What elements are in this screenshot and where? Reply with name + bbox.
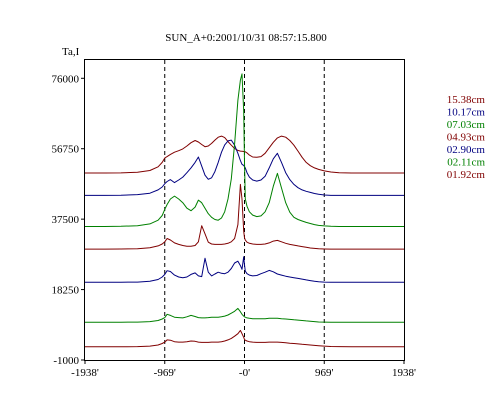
- y-axis-ticks: 76000 56750 37500 18250 -1000: [52, 73, 85, 367]
- y-tick-label-4: -1000: [53, 355, 79, 367]
- vertical-dashed-lines: [164, 60, 325, 360]
- series-line-5: [85, 307, 404, 323]
- legend-item-4: 02.90cm: [447, 144, 486, 156]
- legend-item-5: 02.11cm: [447, 157, 485, 169]
- series-line-0: [85, 135, 404, 174]
- x-tick-label-4: 1938': [392, 367, 416, 379]
- y-tick-label-3: 18250: [52, 285, 80, 297]
- legend: 15.38cm10.17cm07.03cm04.93cm02.90cm02.11…: [447, 94, 486, 181]
- x-tick-label-2: -0': [239, 367, 250, 379]
- legend-item-2: 07.03cm: [447, 119, 486, 131]
- legend-item-0: 15.38cm: [447, 94, 486, 106]
- series-lines: [85, 73, 404, 348]
- series-line-4: [85, 256, 404, 283]
- series-line-2: [85, 73, 404, 227]
- legend-item-1: 10.17cm: [447, 107, 486, 119]
- x-tick-label-0: -1938': [71, 367, 99, 379]
- x-axis-ticks: -1938' -969' -0' 969' 1938': [71, 360, 416, 379]
- y-tick-label-0: 76000: [52, 73, 80, 85]
- x-tick-label-1: -969': [154, 367, 176, 379]
- series-line-1: [85, 139, 404, 196]
- legend-item-3: 04.93cm: [447, 132, 486, 144]
- x-tick-label-3: 969': [315, 367, 334, 379]
- y-tick-label-2: 37500: [52, 214, 80, 226]
- chart-title: SUN_A+0:2001/10/31 08:57:15.800: [165, 32, 327, 44]
- legend-item-6: 01.92cm: [447, 169, 486, 181]
- y-tick-label-1: 56750: [52, 144, 80, 156]
- series-line-6: [85, 329, 404, 348]
- series-line-3: [85, 183, 404, 250]
- y-axis-label: Ta,I: [62, 46, 80, 58]
